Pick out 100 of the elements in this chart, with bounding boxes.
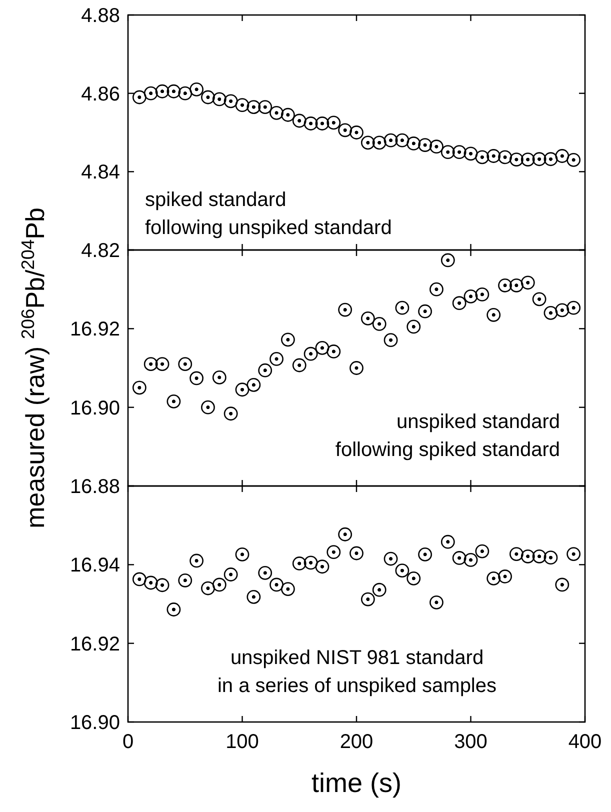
point bbox=[464, 552, 478, 567]
point bbox=[510, 152, 524, 166]
point bbox=[566, 152, 581, 167]
point bbox=[281, 582, 295, 596]
point bbox=[235, 547, 250, 562]
point bbox=[464, 146, 478, 161]
point bbox=[475, 544, 490, 558]
point bbox=[555, 149, 570, 163]
point bbox=[292, 556, 306, 570]
annotation: spiked standard following unspiked standard bbox=[145, 189, 392, 239]
point bbox=[155, 84, 170, 98]
point bbox=[315, 560, 330, 574]
point bbox=[281, 108, 295, 122]
y-tick-label: 16.90 bbox=[70, 712, 120, 734]
x-tick-label: 200 bbox=[340, 731, 374, 753]
point bbox=[406, 320, 421, 334]
point bbox=[452, 145, 466, 160]
point bbox=[201, 581, 215, 596]
point bbox=[326, 545, 341, 560]
point bbox=[292, 114, 306, 128]
point bbox=[384, 333, 398, 348]
point bbox=[201, 400, 215, 414]
point bbox=[566, 300, 581, 315]
point bbox=[372, 582, 386, 597]
point bbox=[190, 371, 204, 386]
y-tick-label: 4.86 bbox=[81, 83, 120, 106]
point bbox=[532, 292, 546, 306]
point bbox=[544, 550, 558, 565]
point bbox=[350, 546, 364, 560]
point bbox=[304, 556, 318, 570]
point bbox=[360, 592, 375, 606]
point bbox=[384, 552, 398, 566]
point bbox=[486, 308, 501, 322]
point bbox=[566, 547, 581, 561]
point bbox=[452, 296, 466, 310]
point bbox=[395, 300, 410, 315]
point bbox=[498, 570, 512, 584]
point bbox=[418, 547, 432, 562]
y-tick-label: 16.90 bbox=[70, 397, 120, 420]
y-tick-label: 16.94 bbox=[70, 554, 120, 577]
point bbox=[532, 549, 546, 564]
point bbox=[224, 568, 238, 582]
point bbox=[475, 150, 490, 164]
point bbox=[190, 554, 204, 568]
point bbox=[338, 302, 352, 317]
point bbox=[132, 90, 146, 104]
point bbox=[178, 357, 192, 372]
point bbox=[190, 82, 204, 96]
y-tick-label: 4.84 bbox=[81, 162, 120, 184]
point bbox=[544, 152, 558, 166]
point bbox=[475, 287, 490, 302]
point bbox=[418, 138, 432, 152]
y-tick-label: 4.88 bbox=[81, 5, 120, 27]
point bbox=[544, 306, 558, 320]
point bbox=[144, 576, 158, 590]
point bbox=[304, 346, 318, 361]
point bbox=[498, 150, 512, 164]
point bbox=[338, 123, 352, 138]
point bbox=[315, 116, 330, 130]
point bbox=[440, 253, 455, 268]
point bbox=[212, 578, 226, 592]
x-tick-label: 0 bbox=[122, 731, 134, 753]
point bbox=[258, 100, 272, 114]
point bbox=[270, 578, 284, 592]
point bbox=[555, 303, 570, 318]
point bbox=[464, 289, 478, 304]
point bbox=[235, 98, 250, 112]
point bbox=[258, 566, 272, 580]
point bbox=[360, 311, 375, 326]
point bbox=[510, 278, 524, 292]
point bbox=[270, 352, 284, 366]
x-tick-label: 400 bbox=[568, 731, 602, 753]
point bbox=[395, 564, 410, 578]
point bbox=[532, 152, 546, 166]
point bbox=[258, 363, 272, 378]
point bbox=[315, 340, 330, 355]
point bbox=[224, 94, 238, 108]
point bbox=[384, 133, 398, 148]
point bbox=[144, 86, 158, 100]
point bbox=[395, 133, 410, 148]
x-tick-label: 100 bbox=[226, 731, 259, 753]
point bbox=[132, 380, 146, 395]
point bbox=[486, 571, 501, 586]
point bbox=[246, 590, 261, 604]
point bbox=[155, 357, 170, 372]
point bbox=[440, 145, 455, 160]
point bbox=[270, 106, 284, 120]
point bbox=[224, 406, 238, 421]
point bbox=[430, 282, 444, 296]
point bbox=[406, 571, 421, 586]
point bbox=[178, 573, 192, 588]
point bbox=[372, 316, 386, 331]
point bbox=[452, 551, 466, 565]
point bbox=[360, 136, 375, 150]
point bbox=[520, 276, 535, 290]
point bbox=[555, 578, 570, 592]
point bbox=[155, 578, 170, 592]
point bbox=[246, 100, 261, 114]
point bbox=[326, 116, 341, 130]
point bbox=[520, 549, 535, 564]
